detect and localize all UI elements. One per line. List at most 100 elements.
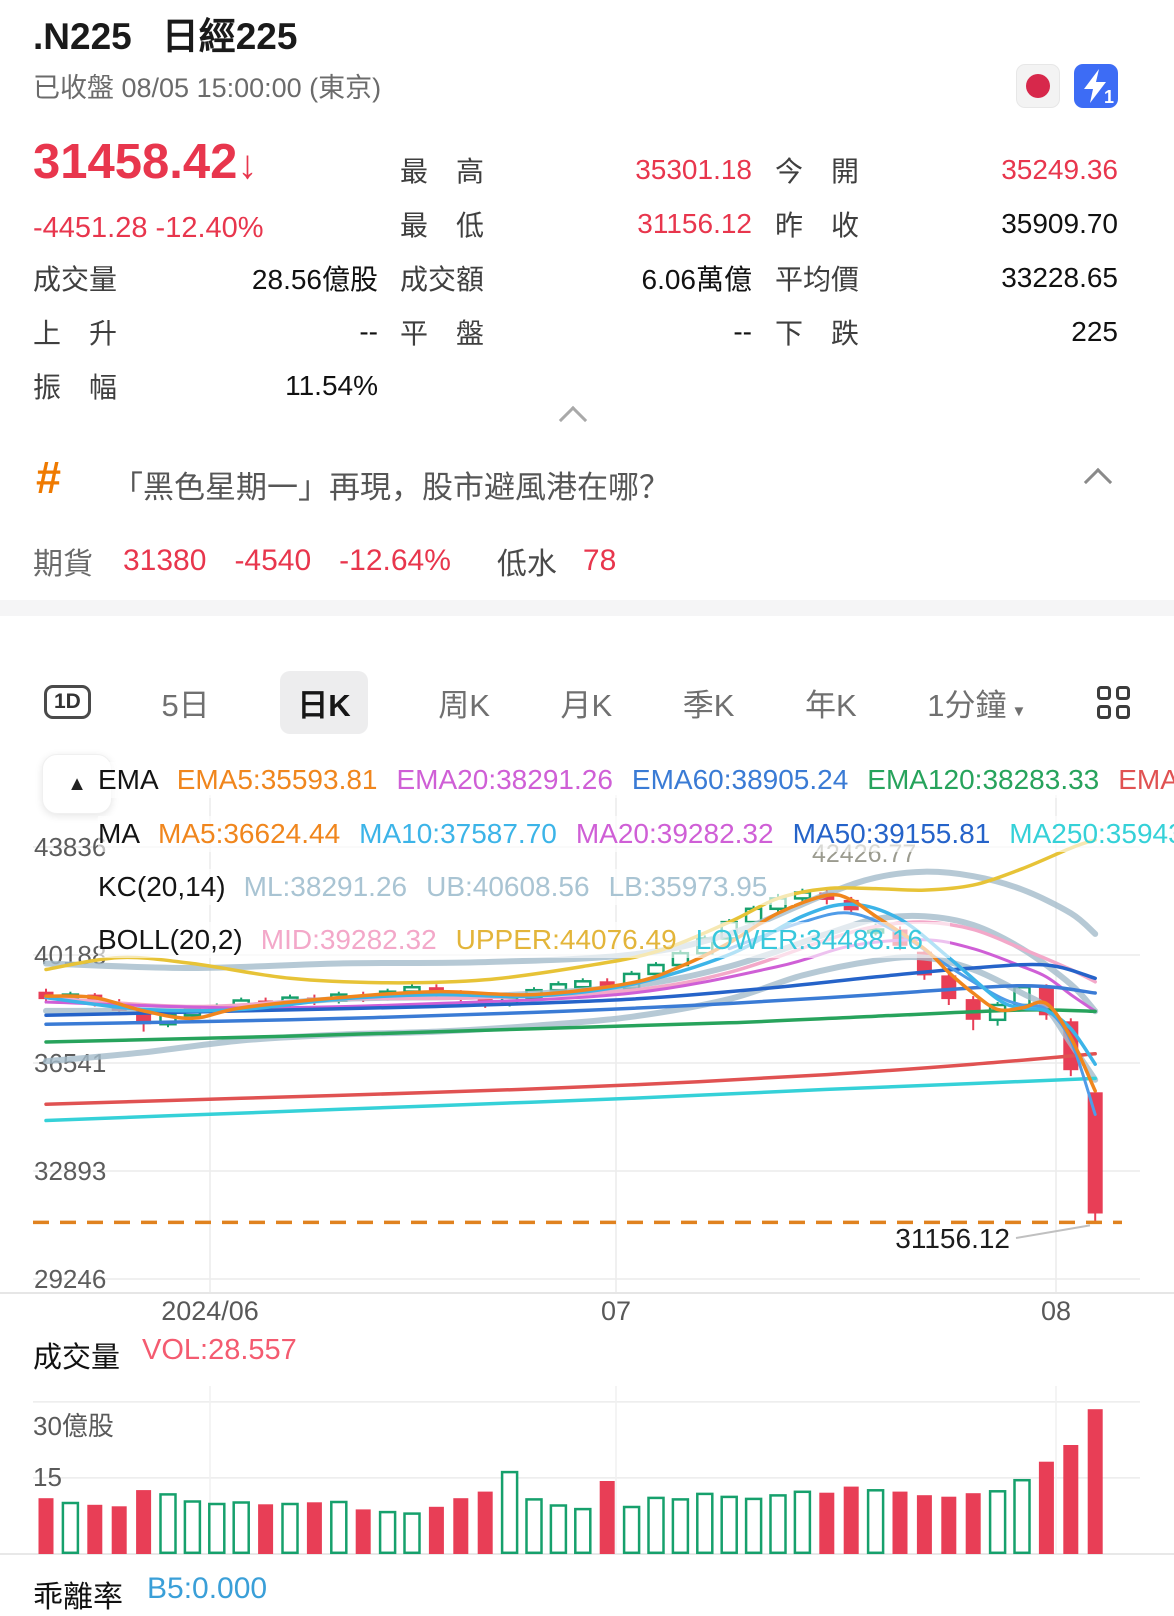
indicator-value: ML:38291.26 <box>243 871 408 902</box>
quote-cell: 振 幅 11.54% <box>33 368 378 404</box>
indicator-value: UPPER:44076.49 <box>455 924 677 955</box>
collapse-quote-chevron-icon[interactable] <box>558 405 588 435</box>
quote-label: 成交額 <box>400 264 485 295</box>
tab-5日[interactable]: 5日 <box>161 687 210 723</box>
quote-label: 最 高 <box>400 156 485 187</box>
x-axis-tick: 08 <box>1040 1296 1072 1326</box>
quote-cell: 下 跌 225 <box>775 314 1118 350</box>
svg-text:43836: 43836 <box>34 832 106 862</box>
quote-value: -- <box>733 316 752 347</box>
indicator-value: MID:39282.32 <box>260 924 437 955</box>
legend-ma[interactable]: MA MA5:36624.44 MA10:37587.70 MA20:39282.32… <box>98 816 1174 852</box>
lightning-bolt-icon: 1 <box>1084 69 1114 107</box>
x-axis-tick: 07 <box>600 1296 632 1326</box>
flag-red-circle <box>1026 74 1050 98</box>
quote-cell: 成交量 28.56億股 <box>33 260 378 296</box>
volume-value: VOL:28.557 <box>142 1334 297 1366</box>
quote-value: 11.54% <box>285 370 378 401</box>
x-axis-tick: 2024/06 <box>161 1296 259 1326</box>
tab-年K[interactable]: 年K <box>805 687 857 723</box>
indicator-value: EMA5:35593.81 <box>176 764 378 795</box>
indicator-value: MA10:37587.70 <box>359 818 557 849</box>
indicator-value: EMA60:38905.24 <box>631 764 849 795</box>
bias-indicator-row[interactable]: 乖離率 B5:0.000 <box>33 1572 267 1616</box>
quote-label: 平 盤 <box>400 318 485 349</box>
chevron-down-icon: ▼ <box>1011 702 1027 720</box>
quote-value: 33228.65 <box>1001 262 1118 293</box>
quote-value: 31156.12 <box>637 208 752 239</box>
indicator-name: KC(20,14) <box>98 871 226 902</box>
quote-cell: 最 高 35301.18 <box>400 152 752 188</box>
quote-value: 35301.18 <box>635 154 752 185</box>
news-collapse-chevron-icon[interactable] <box>1083 467 1113 497</box>
indicator-grid-icon[interactable] <box>1096 685 1130 719</box>
quote-label: 成交量 <box>33 264 118 295</box>
futures-change: -4540 <box>234 544 312 577</box>
indicator-value: LOWER:34488.16 <box>695 924 923 955</box>
quote-value: 6.06萬億 <box>641 264 753 295</box>
volume-header[interactable]: 成交量 VOL:28.557 <box>33 1334 297 1376</box>
quote-value: 28.56億股 <box>251 264 378 295</box>
indicator-value: MA250:35943. <box>1009 818 1174 849</box>
tab-月K[interactable]: 月K <box>560 687 613 723</box>
last-price: 31458.42↓ <box>33 135 258 189</box>
tab-周K[interactable]: 周K <box>438 687 490 723</box>
indicator-value: EMA25 <box>1118 764 1174 795</box>
quote-label: 昨 收 <box>775 210 860 241</box>
quote-cell: 成交額 6.06萬億 <box>400 260 752 296</box>
volume-label: 成交量 <box>33 1342 121 1374</box>
futures-price: 31380 <box>123 544 207 577</box>
price-change: -4451.28 -12.40% <box>33 212 264 244</box>
quote-label: 下 跌 <box>775 318 860 349</box>
futures-row[interactable]: 期貨 31380 -4540 -12.64% 低水 78 <box>33 539 616 583</box>
quote-value: 35909.70 <box>1001 208 1118 239</box>
volume-tick-30: 30億股 <box>33 1411 114 1441</box>
quote-label: 振 幅 <box>33 372 118 403</box>
quote-cell: 平均價 33228.65 <box>775 260 1118 296</box>
svg-text:1: 1 <box>1104 87 1114 107</box>
indicator-name: EMA <box>98 764 159 795</box>
futures-pct: -12.64% <box>339 544 451 577</box>
japan-flag-icon <box>1016 64 1060 108</box>
bias-value: B5:0.000 <box>147 1572 268 1605</box>
indicator-value: EMA120:38283.33 <box>867 764 1100 795</box>
lv1-quote-icon[interactable]: 1 <box>1074 64 1118 108</box>
quote-label: 今 開 <box>775 156 860 187</box>
quote-value: -- <box>359 316 378 347</box>
discount-label: 低水 <box>496 548 557 581</box>
indicator-name: BOLL(20,2) <box>98 924 243 955</box>
volume-chart[interactable] <box>0 1386 1174 1562</box>
quote-label: 上 升 <box>33 318 118 349</box>
indicator-name: MA <box>98 818 140 849</box>
discount-value: 78 <box>582 544 617 577</box>
symbol-name: 日經225 <box>161 16 298 57</box>
news-headline[interactable]: 「黑色星期一」再現，股市避風港在哪？ <box>112 470 670 505</box>
quote-value: 35249.36 <box>1001 154 1118 185</box>
indicator-value: UB:40608.56 <box>426 871 590 902</box>
down-arrow-icon: ↓ <box>237 143 258 187</box>
triangle-up-icon: ▲ <box>67 772 87 795</box>
legend-boll[interactable]: BOLL(20,2) MID:39282.32 UPPER:44076.49 LOWE… <box>98 922 950 958</box>
page-title: .N225 日經225 <box>33 6 297 60</box>
indicator-value: MA20:39282.32 <box>575 818 774 849</box>
quote-label: 平均價 <box>775 264 860 295</box>
indicator-value: MA5:36624.44 <box>158 818 341 849</box>
quote-cell: 上 升 -- <box>33 314 378 350</box>
futures-label: 期貨 <box>33 548 93 581</box>
quote-cell: 平 盤 -- <box>400 314 752 350</box>
symbol-code: .N225 <box>33 16 132 57</box>
tab-日K[interactable]: 日K <box>280 670 368 734</box>
svg-text:32893: 32893 <box>34 1156 106 1186</box>
tab-1分鐘[interactable]: 1分鐘 ▼ <box>927 687 1027 723</box>
indicator-value: EMA20:38291.26 <box>396 764 613 795</box>
quote-cell: 昨 收 35909.70 <box>775 206 1118 242</box>
legend-ema[interactable]: EMA EMA5:35593.81 EMA20:38291.26 EMA60:3890… <box>98 762 1174 798</box>
tab-季K[interactable]: 季K <box>682 687 735 723</box>
market-status: 已收盤 08/05 15:00:00 (東京) <box>33 73 382 103</box>
legend-kc[interactable]: KC(20,14) ML:38291.26 UB:40608.56 LB:35973.… <box>98 869 795 905</box>
indicator-value: MA50:39155.81 <box>792 818 991 849</box>
tab-1D[interactable]: 1D <box>44 685 91 719</box>
volume-tick-15: 15 <box>33 1462 62 1492</box>
period-tabbar: 1D 5日 日K 周K 月K 季K 年K 1分鐘 ▼ <box>0 664 1174 740</box>
quote-label: 最 低 <box>400 210 485 241</box>
